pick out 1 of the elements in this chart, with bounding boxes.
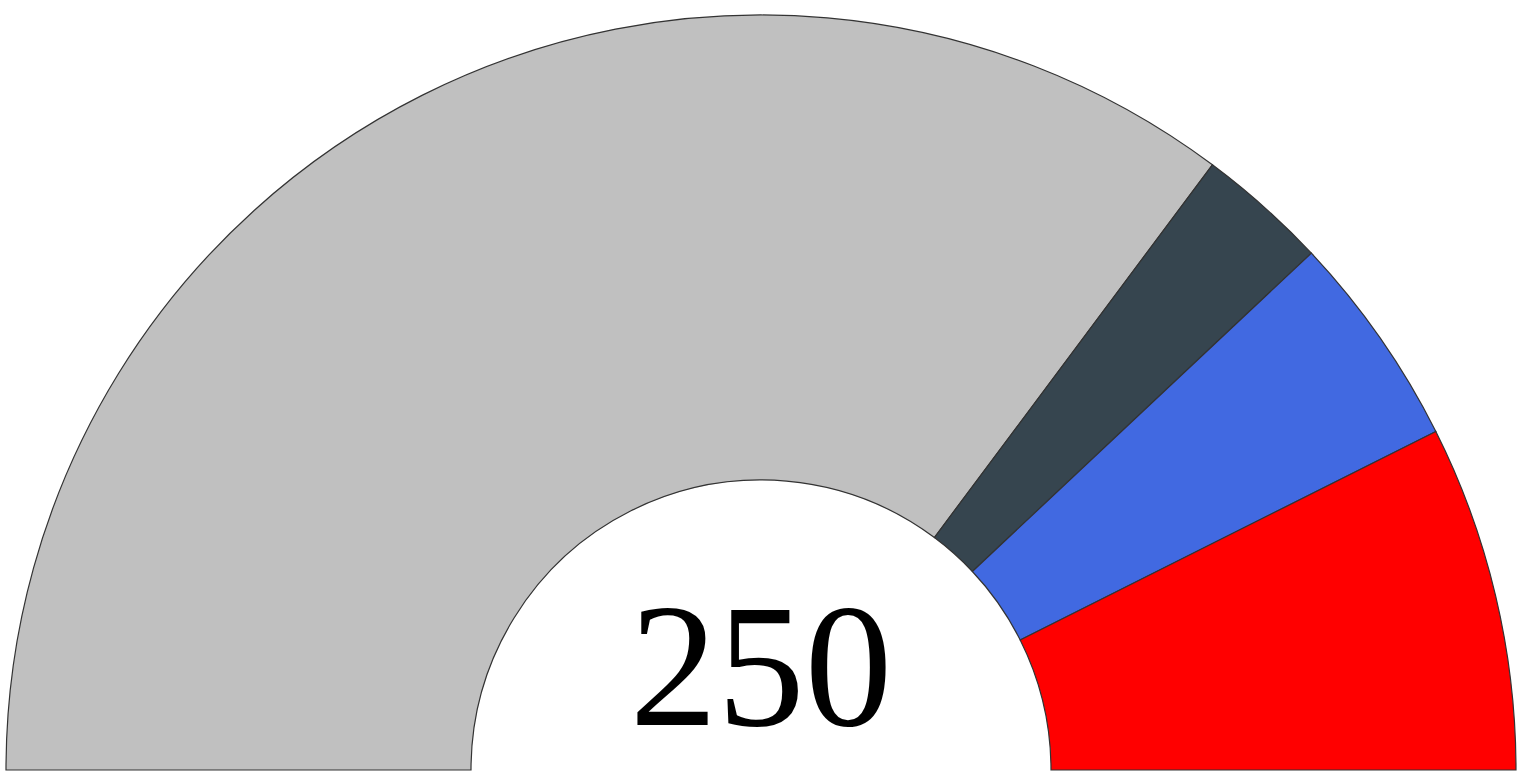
text: 250 — [629, 569, 893, 763]
